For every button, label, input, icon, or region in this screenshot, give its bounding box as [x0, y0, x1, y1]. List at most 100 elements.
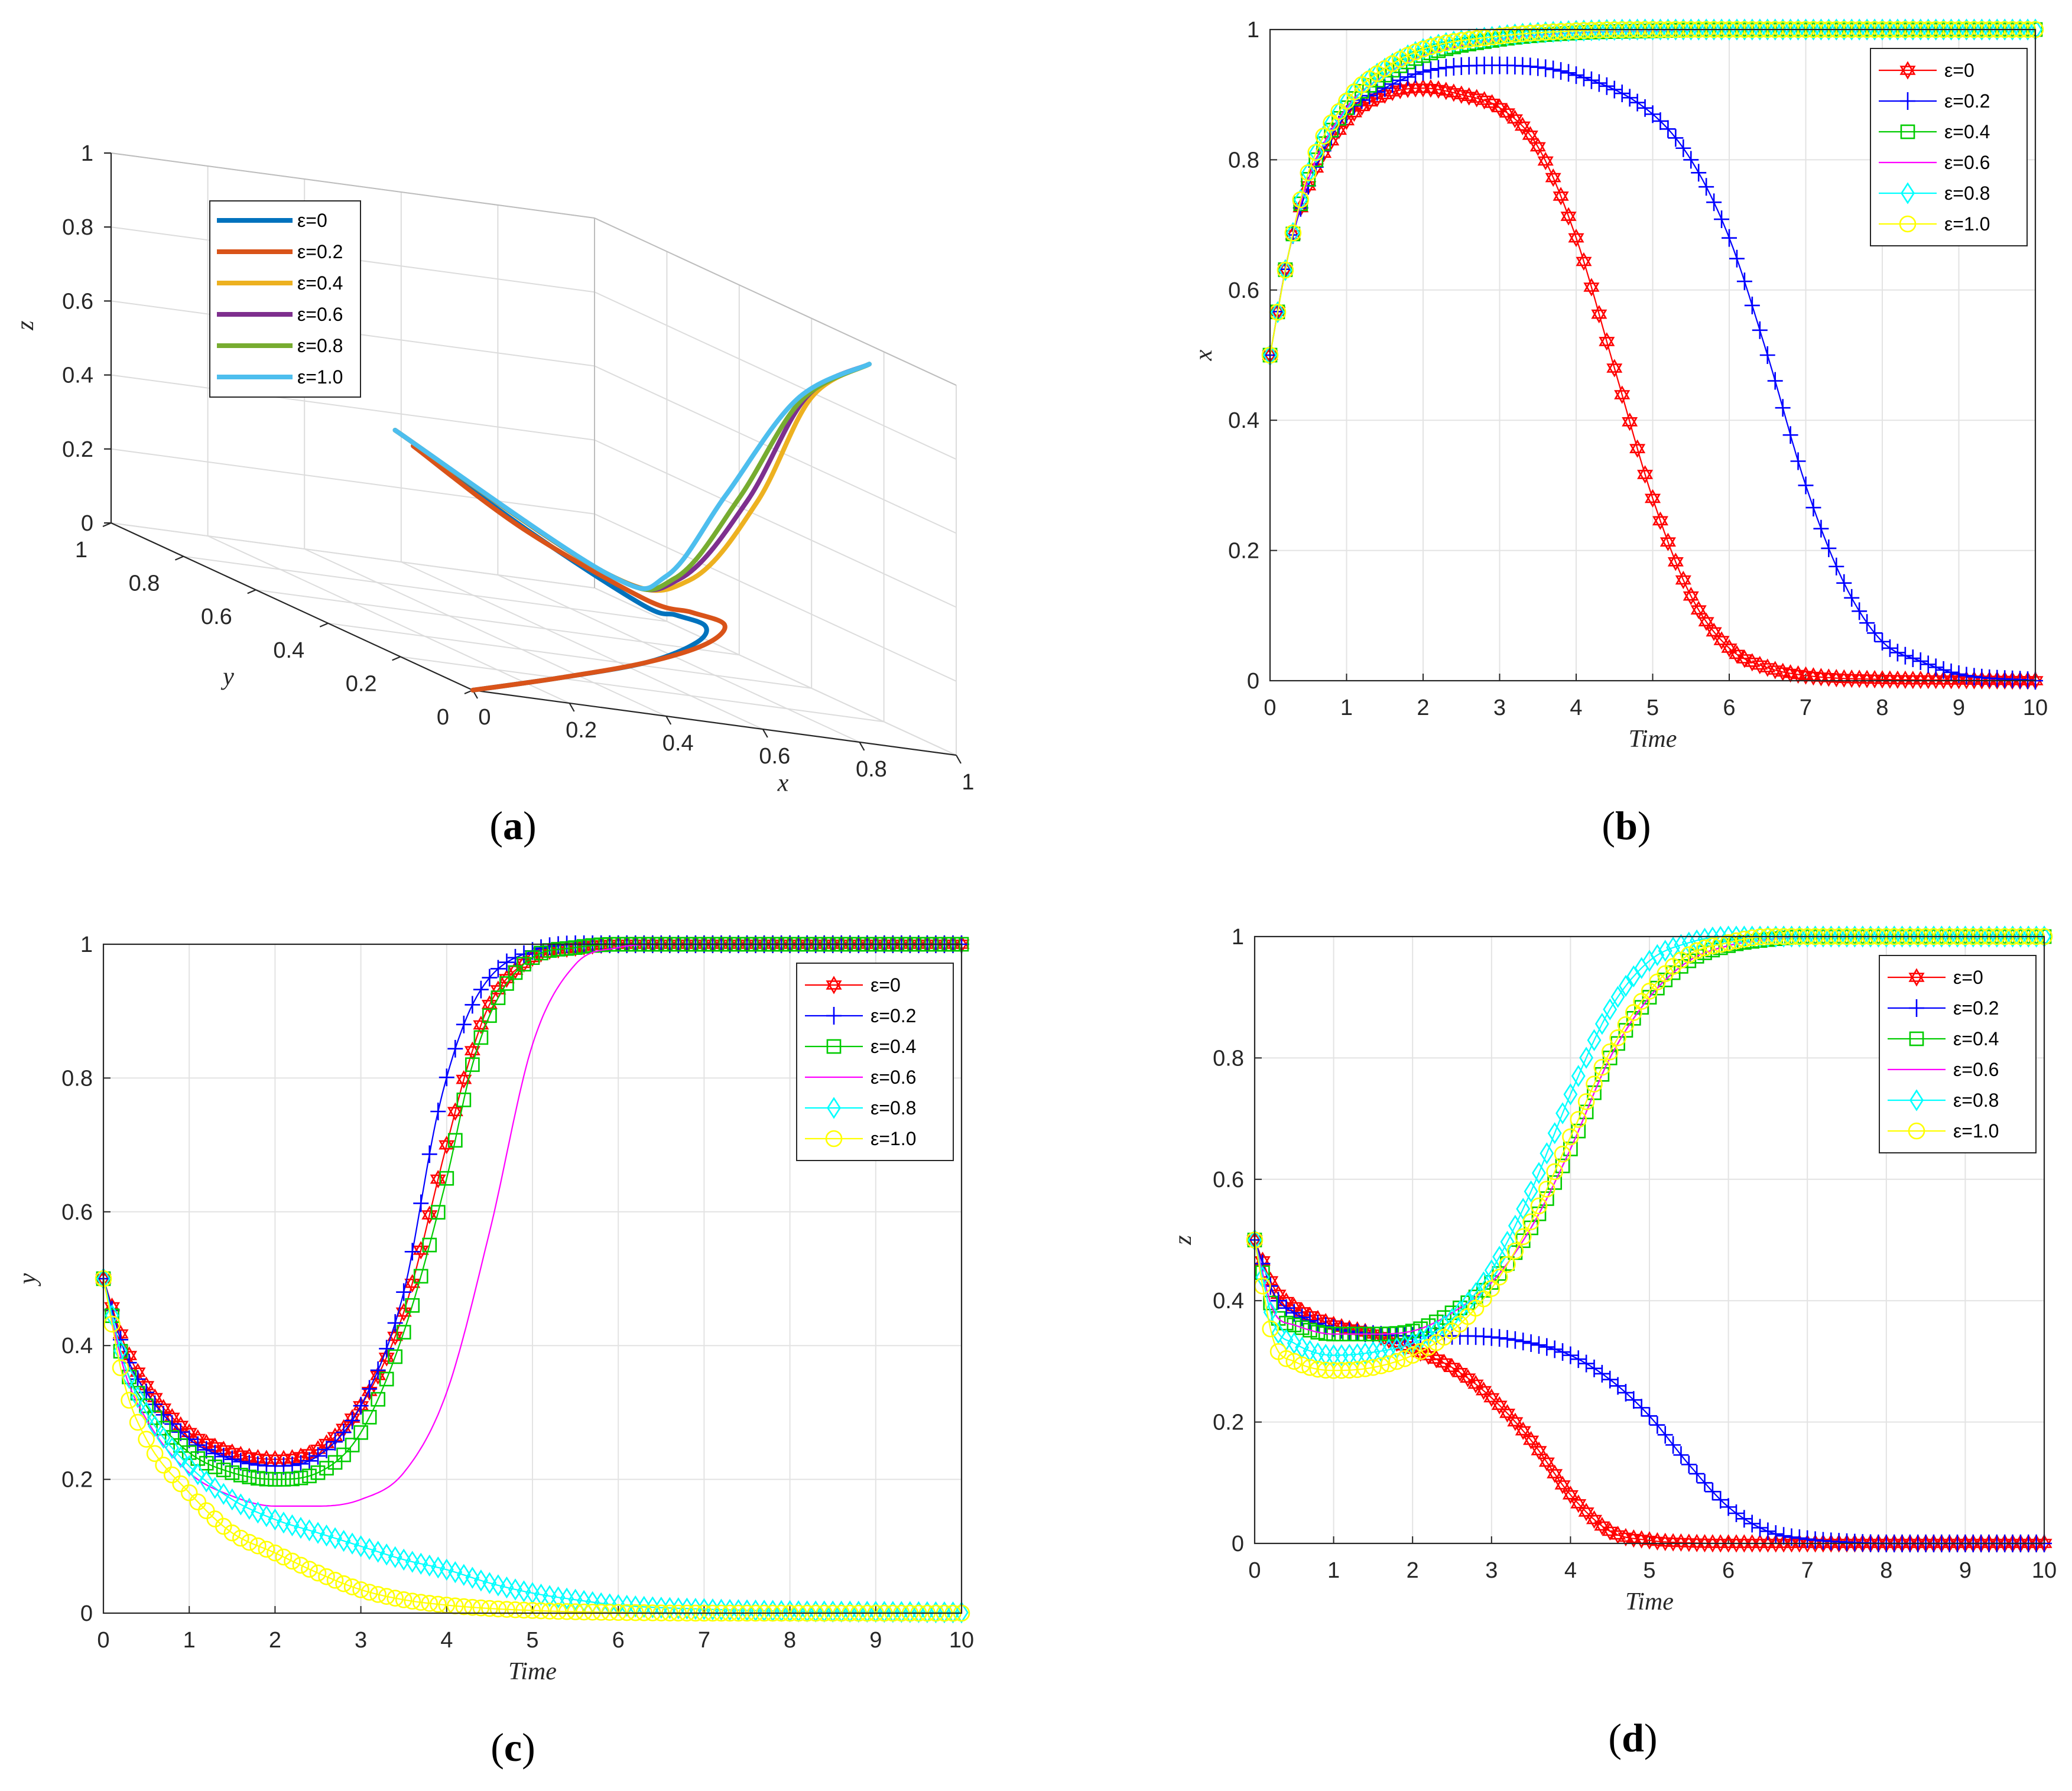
data-point: [1555, 1102, 1570, 1124]
legend-marker: [827, 1097, 841, 1119]
data-point: [1688, 942, 1706, 960]
data-point: [1606, 80, 1622, 99]
data-point-tri-up: [1415, 79, 1431, 93]
data-point: [1294, 1308, 1310, 1327]
data-point: [199, 1470, 214, 1493]
data-point-tri-down: [1576, 256, 1592, 271]
floor-gridline: [255, 589, 739, 656]
data-point: [1720, 1534, 1737, 1553]
wall-gridline: [594, 587, 957, 756]
data-point: [1776, 1527, 1792, 1545]
data-point-tri-up: [413, 1241, 429, 1255]
y-tick-label: 0.4: [273, 638, 304, 663]
data-point: [1263, 1295, 1278, 1311]
data-point: [1324, 112, 1339, 134]
series-curve-1: [411, 443, 728, 693]
data-point: [1659, 532, 1676, 551]
data-point-tri-up: [1912, 670, 1929, 685]
legend-marker-tri-down: [826, 980, 842, 994]
data-point: [456, 1564, 471, 1587]
y-axis-label: y: [14, 1273, 41, 1286]
data-point: [353, 1425, 368, 1440]
data-point-tri-down: [1659, 537, 1676, 551]
data-point: [361, 1584, 378, 1601]
legend-label: ε=0: [297, 210, 327, 231]
data-point: [1609, 1029, 1626, 1046]
data-point-tri-up: [1782, 664, 1799, 678]
data-point-tri-up: [1843, 669, 1860, 684]
x-tick-label: 8: [784, 1628, 796, 1653]
data-point: [422, 1554, 437, 1577]
data-point: [1836, 574, 1852, 592]
data-point-tri-up: [1554, 1475, 1571, 1490]
x-tick-label: 1: [1327, 1558, 1340, 1583]
axes-box: [102, 943, 963, 1614]
data-point-tri-up: [1578, 1503, 1594, 1517]
data-point: [1943, 663, 1959, 681]
data-point: [456, 1093, 472, 1107]
y-axis-label: y: [220, 664, 234, 691]
data-point: [362, 1538, 377, 1561]
data-point: [465, 1057, 480, 1072]
data-point: [396, 1325, 411, 1340]
data-point: [1333, 1321, 1349, 1339]
data-point-tri-down: [1506, 114, 1523, 128]
data-point-tri-down: [1629, 444, 1646, 458]
data-point: [1782, 426, 1798, 444]
data-point: [1540, 1142, 1554, 1165]
data-point: [1645, 105, 1661, 123]
data-point: [601, 1604, 618, 1621]
data-point-tri-down: [310, 1444, 326, 1459]
data-point-tri-up: [1622, 412, 1638, 427]
data-point: [448, 1561, 463, 1584]
data-point: [609, 1604, 627, 1621]
data-point: [285, 1514, 300, 1537]
data-point-tri-up: [1672, 1533, 1689, 1548]
data-point-tri-up: [1606, 359, 1623, 373]
data-point: [1775, 399, 1791, 417]
x-tick-label: 4: [1564, 1558, 1577, 1583]
data-point: [1396, 1350, 1414, 1367]
data-point: [369, 1586, 387, 1603]
data-point: [1844, 589, 1860, 607]
box-edge: [111, 152, 595, 219]
y-tick-label: 0.2: [346, 671, 377, 696]
data-point: [1294, 1320, 1310, 1335]
floor-gridline: [183, 555, 667, 622]
data-point: [121, 1392, 138, 1409]
data-point: [164, 1430, 180, 1445]
data-point: [499, 1576, 514, 1599]
data-point-tri-up: [1759, 1534, 1776, 1548]
data-point: [1568, 66, 1584, 84]
y-tick-mark: [319, 622, 329, 628]
data-point: [404, 1274, 421, 1293]
data-point: [1531, 1441, 1547, 1460]
data-point: [225, 1465, 240, 1480]
data-point: [233, 1493, 248, 1516]
data-point: [242, 1497, 256, 1520]
legend-marker: [1908, 968, 1925, 987]
data-point: [422, 1237, 437, 1253]
x-axis-label: Time: [508, 1658, 557, 1685]
data-point: [1308, 141, 1323, 164]
x-tick-mark: [569, 703, 575, 712]
legend-box: [1870, 48, 2028, 246]
data-point-tri-up: [1667, 552, 1684, 567]
x-tick-label: 1: [1340, 695, 1353, 720]
data-point-tri-up: [1476, 91, 1493, 105]
data-point: [1428, 1314, 1444, 1330]
data-point-tri-down: [1706, 627, 1722, 641]
data-point-tri-up: [1928, 671, 1944, 685]
data-point: [592, 1604, 610, 1621]
data-point: [103, 1315, 121, 1333]
data-point-tri-down: [1690, 605, 1707, 619]
data-point: [1554, 1145, 1571, 1163]
data-point-tri-down: [1578, 1507, 1594, 1522]
data-point: [1523, 1334, 1539, 1353]
x-tick-label: 10: [2032, 1558, 2057, 1583]
data-point: [379, 1543, 394, 1566]
y-tick-label: 0.2: [61, 1468, 93, 1493]
data-point: [1920, 671, 1937, 690]
data-point: [1576, 69, 1592, 87]
